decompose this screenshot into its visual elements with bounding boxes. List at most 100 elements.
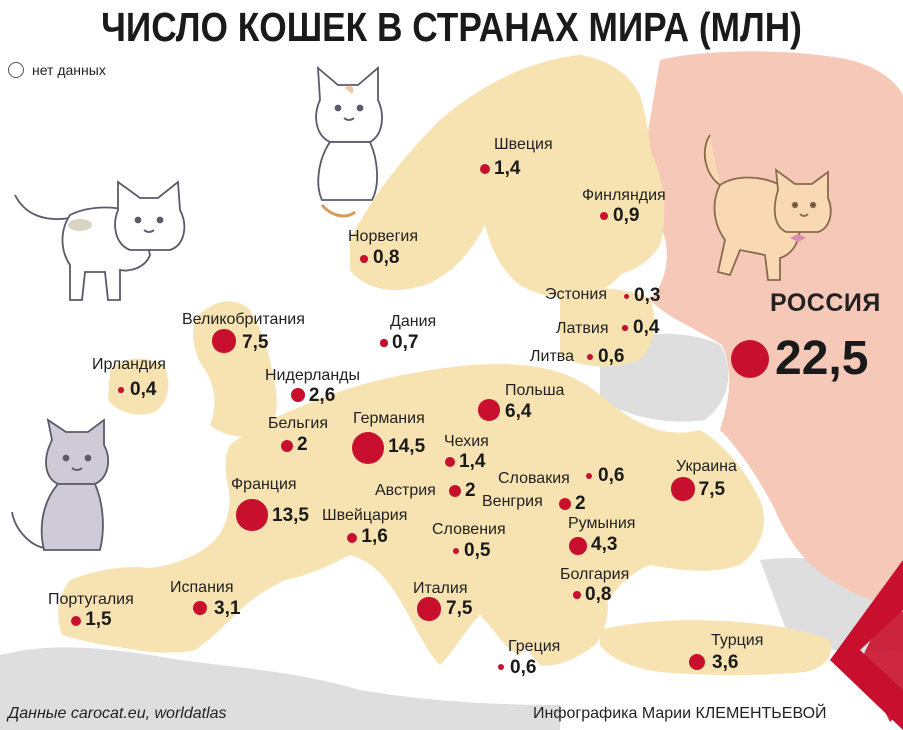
country-label: Франция xyxy=(231,476,297,493)
country-label: Португалия xyxy=(48,591,134,608)
country-label: Бельгия xyxy=(268,415,328,432)
no-data-region-africa xyxy=(0,647,560,730)
country-value: 0,5 xyxy=(464,540,491,561)
country-label: Великобритания xyxy=(182,311,305,328)
country-dot xyxy=(448,484,461,497)
country-value: 7,5 xyxy=(242,332,269,353)
country-value: 0,4 xyxy=(130,379,157,400)
country-label: Нидерланды xyxy=(265,367,360,384)
country-dot xyxy=(417,597,441,621)
country-dot xyxy=(291,388,305,402)
country-label: Польша xyxy=(505,382,565,399)
country-dot xyxy=(671,477,695,501)
country-value: 2 xyxy=(575,493,586,514)
country-dot xyxy=(452,547,459,554)
country-dot xyxy=(212,329,236,353)
country-label: Словения xyxy=(432,521,506,538)
no-data-swatch xyxy=(8,62,24,78)
country-dot xyxy=(192,600,208,616)
country-value: 0,8 xyxy=(373,247,400,268)
country-value: 1,4 xyxy=(494,158,521,179)
country-value: 6,4 xyxy=(505,401,532,422)
russia-region xyxy=(643,51,903,602)
country-label: Австрия xyxy=(375,482,436,499)
country-label: Швейцария xyxy=(322,507,408,524)
country-label: Италия xyxy=(413,580,468,597)
data-source: Данные carocat.eu, worldatlas xyxy=(8,705,227,722)
country-dot xyxy=(280,439,293,452)
country-dot xyxy=(688,653,706,671)
country-dot xyxy=(585,472,593,480)
ireland-region xyxy=(108,358,169,415)
cat-illustration-ginger-right xyxy=(703,134,832,281)
country-dot xyxy=(558,497,571,510)
country-dot xyxy=(360,255,368,263)
country-label: Финляндия xyxy=(582,187,666,204)
country-value: 2 xyxy=(465,480,476,501)
cat-illustration-sitting-top xyxy=(315,65,383,218)
country-value: 0,6 xyxy=(510,657,537,678)
infographic-author: Инфографика Марии КЛЕМЕНТЬЕВОЙ xyxy=(533,705,827,722)
cat-illustration-grey-left xyxy=(11,418,109,551)
country-label: Испания xyxy=(170,579,234,596)
country-dot xyxy=(70,615,82,627)
country-label: Германия xyxy=(353,410,425,427)
country-dot xyxy=(479,163,491,175)
country-label: Чехия xyxy=(444,433,489,450)
country-dot xyxy=(351,431,385,465)
country-value: 3,6 xyxy=(712,652,739,673)
country-dot xyxy=(478,399,500,421)
country-label: Румыния xyxy=(568,515,636,532)
country-value: 0,6 xyxy=(598,465,625,486)
cat-illustration-walking-left xyxy=(14,180,186,301)
country-label: Турция xyxy=(711,632,764,649)
country-value: 2 xyxy=(297,434,308,455)
country-label: Украина xyxy=(676,458,737,475)
country-value: 3,1 xyxy=(214,598,241,619)
country-value: 0,9 xyxy=(613,205,640,226)
country-value: 7,5 xyxy=(698,479,726,500)
country-value: 1,5 xyxy=(85,609,112,630)
country-value: 4,3 xyxy=(591,534,618,555)
country-value: 14,5 xyxy=(388,436,426,457)
russia-dot xyxy=(731,340,769,378)
country-dot xyxy=(573,591,581,599)
country-dot xyxy=(622,325,628,331)
country-dot xyxy=(497,663,505,671)
country-value: 1,6 xyxy=(361,526,388,547)
country-label: Греция xyxy=(508,638,561,655)
legend: нет данных xyxy=(8,62,106,78)
country-label: Литва xyxy=(530,348,574,365)
baltics-region xyxy=(560,287,655,367)
country-dot xyxy=(380,339,388,347)
country-dot xyxy=(599,211,609,221)
country-value: 0,7 xyxy=(392,332,419,353)
country-dot xyxy=(118,387,124,393)
country-label: Норвегия xyxy=(348,228,419,245)
country-dot xyxy=(346,532,358,544)
red-chevron-decoration-2 xyxy=(860,600,903,722)
finland-region xyxy=(555,141,665,277)
country-label: Ирландия xyxy=(92,356,166,373)
page-title: ЧИСЛО КОШЕК В СТРАНАХ МИРА (МЛН) xyxy=(101,4,802,50)
country-value: 0,3 xyxy=(634,285,661,306)
country-dot xyxy=(569,537,587,555)
russia-label: РОССИЯ xyxy=(770,289,881,317)
country-dot xyxy=(623,293,629,299)
country-label: Словакия xyxy=(498,470,570,487)
country-label: Дания xyxy=(390,313,437,330)
country-value: 2,6 xyxy=(308,385,336,406)
country-value: 0,8 xyxy=(585,584,612,605)
country-label: Эстония xyxy=(545,286,607,303)
country-label: Латвия xyxy=(556,320,609,337)
country-value: 0,6 xyxy=(598,346,625,367)
country-value: 0,4 xyxy=(633,317,660,338)
balkans-region xyxy=(512,558,608,666)
russia-value: 22,5 xyxy=(775,332,869,385)
country-dot xyxy=(586,353,594,361)
country-dot xyxy=(444,456,456,468)
turkey-region xyxy=(600,620,832,675)
country-label: Швеция xyxy=(494,136,553,153)
country-value: 1,4 xyxy=(459,451,486,472)
country-value: 7,5 xyxy=(446,598,473,619)
